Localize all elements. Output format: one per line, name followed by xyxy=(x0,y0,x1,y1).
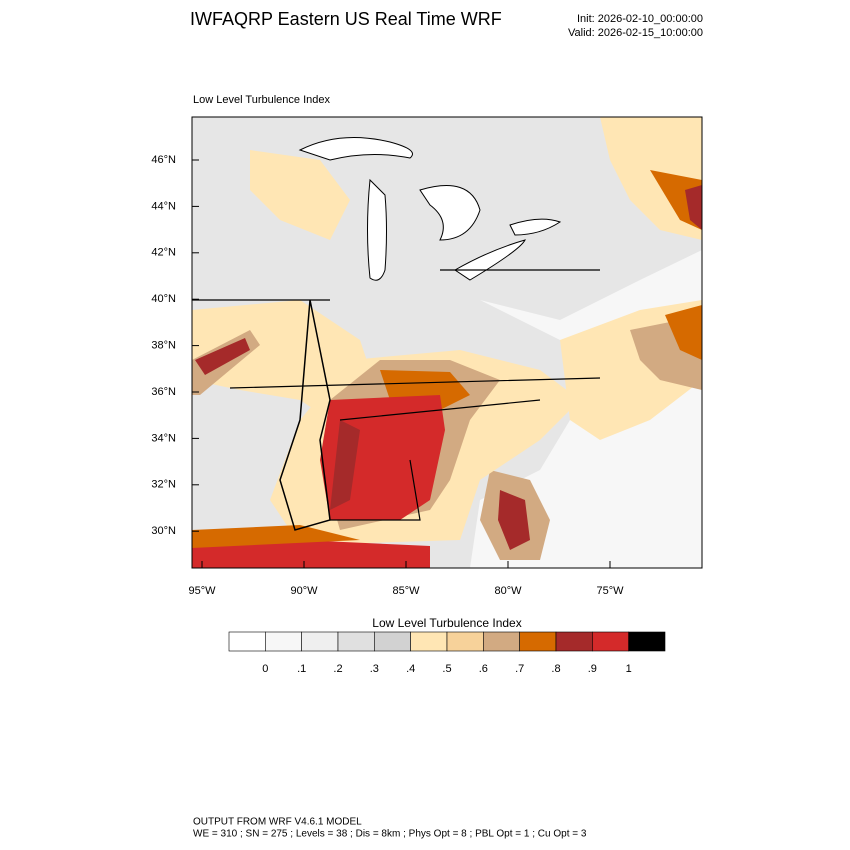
lake-huron xyxy=(419,185,481,241)
lat-label: 40°N xyxy=(151,293,176,305)
init-time: Init: 2026-02-10_00:00:00 xyxy=(577,13,703,25)
colorbar-title: Low Level Turbulence Index xyxy=(372,616,521,630)
lat-label: 36°N xyxy=(151,386,176,398)
colorbar-box xyxy=(337,631,375,652)
lake-superior xyxy=(298,137,413,161)
map-label: Low Level Turbulence Index xyxy=(193,94,330,106)
colorbar-box xyxy=(228,631,266,652)
colorbar-box xyxy=(301,631,339,652)
axis-labels: 46°N 44°N 42°N 40°N 38°N 36°N 34°N 32°N 30°N 95°W… xyxy=(151,154,624,597)
lon-label: 80°W xyxy=(494,585,522,597)
lon-label: 95°W xyxy=(188,585,216,597)
footer-line: OUTPUT FROM WRF V4.6.1 MODEL xyxy=(193,817,362,828)
gulf-field xyxy=(192,525,360,548)
colorbar-box xyxy=(483,631,520,652)
colorbar-label: .1 xyxy=(297,663,306,675)
colorbar-label: .2 xyxy=(333,663,342,675)
colorbar-label: .8 xyxy=(551,663,560,675)
colorbar-box xyxy=(519,631,557,652)
valid-time: Valid: 2026-02-15_10:00:00 xyxy=(568,27,703,39)
gulf-field xyxy=(192,540,430,568)
lon-label: 90°W xyxy=(290,585,318,597)
field xyxy=(650,170,702,230)
lat-label: 44°N xyxy=(151,200,176,212)
colorbar-label: .7 xyxy=(515,663,524,675)
lat-label: 46°N xyxy=(151,154,176,166)
ocean-field xyxy=(665,305,702,360)
colorbar-label: 0 xyxy=(262,663,268,675)
colorbar-box xyxy=(374,631,411,652)
colorbar: 0 .1 .2 .3 .4 .5 .6 .7 .8 .9 1 xyxy=(228,631,666,675)
colorbar-label: .4 xyxy=(406,663,415,675)
map xyxy=(192,117,702,568)
lon-label: 85°W xyxy=(392,585,420,597)
colorbar-label: .3 xyxy=(370,663,379,675)
lon-label: 75°W xyxy=(596,585,624,597)
lake-michigan xyxy=(367,178,387,281)
field xyxy=(330,420,360,510)
lat-label: 30°N xyxy=(151,525,176,537)
colorbar-box xyxy=(628,631,666,652)
colorbar-label: .9 xyxy=(588,663,597,675)
colorbar-label: .5 xyxy=(442,663,451,675)
colorbar-box xyxy=(265,631,302,652)
field xyxy=(195,338,250,375)
ocean-field xyxy=(498,490,530,550)
field xyxy=(250,150,350,240)
colorbar-box xyxy=(592,631,629,652)
field xyxy=(685,185,702,230)
footer-line: WE = 310 ; SN = 275 ; Levels = 38 ; Dis … xyxy=(193,829,587,840)
lat-label: 32°N xyxy=(151,479,176,491)
colorbar-box xyxy=(446,631,484,652)
title: IWFAQRP Eastern US Real Time WRF xyxy=(190,9,502,29)
map-frame xyxy=(191,116,703,569)
lat-label: 42°N xyxy=(151,247,176,259)
colorbar-box xyxy=(410,631,448,652)
lat-label: 38°N xyxy=(151,340,176,352)
lat-label: 34°N xyxy=(151,432,176,444)
state-border xyxy=(279,299,331,531)
colorbar-label: .6 xyxy=(479,663,488,675)
state-border xyxy=(192,269,601,521)
colorbar-box xyxy=(555,631,593,652)
colorbar-label: 1 xyxy=(626,663,632,675)
lake-ontario xyxy=(509,218,562,236)
